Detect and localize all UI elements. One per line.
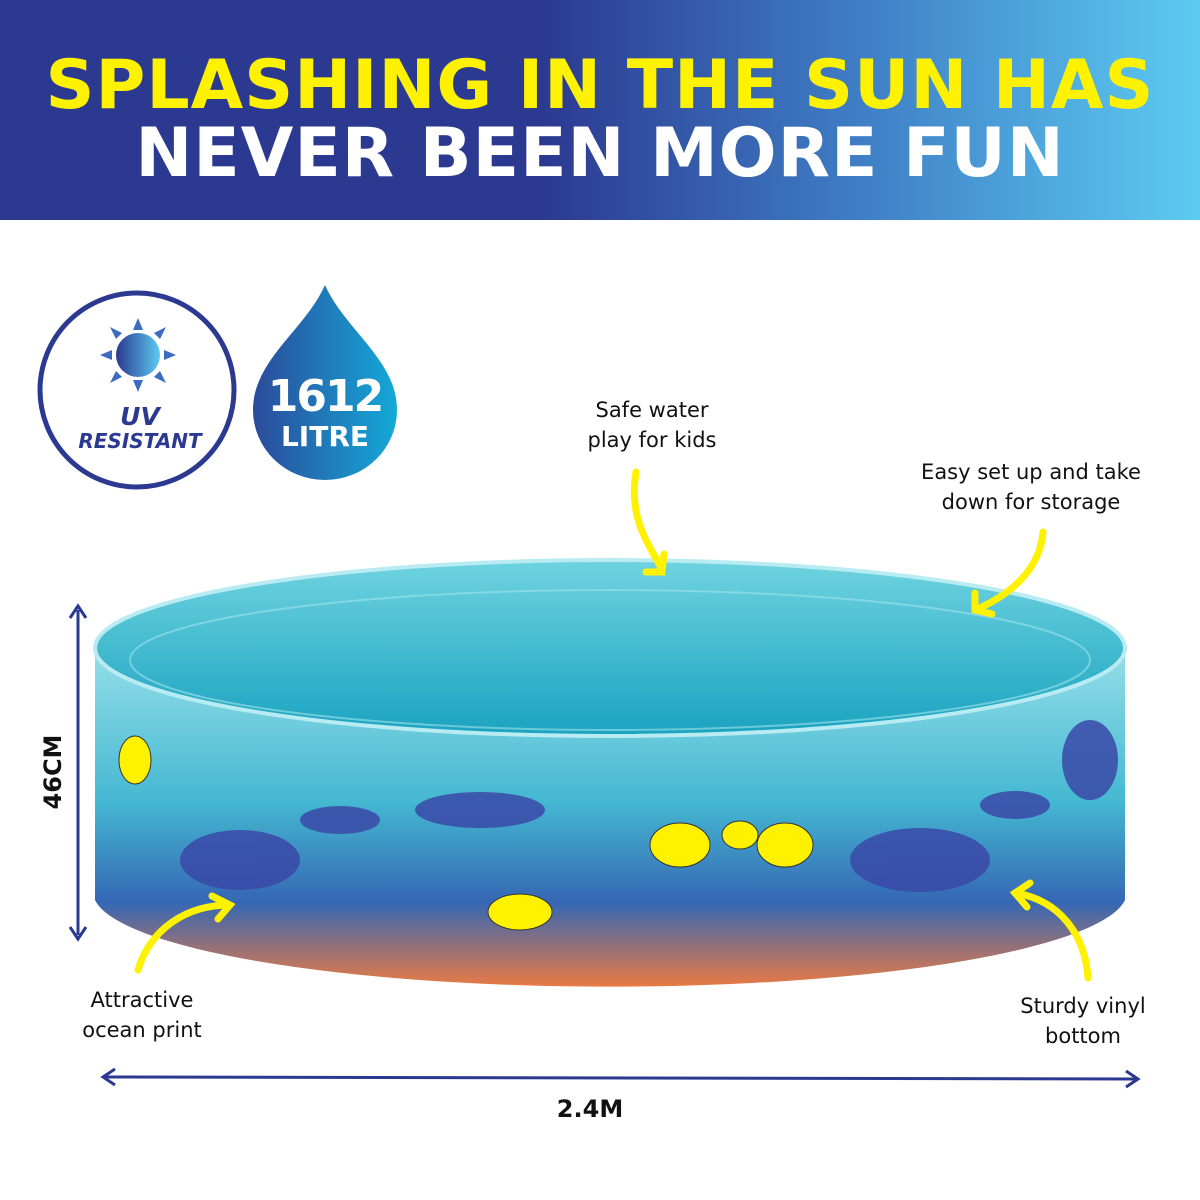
headline-line2: NEVER BEEN MORE FUN [135, 114, 1065, 193]
feature-ocean-print: Attractive ocean print [82, 988, 202, 1042]
water-drop-icon [253, 285, 397, 480]
width-dimension: 2.4M [556, 1095, 624, 1123]
height-dimension: 46CM [39, 734, 67, 810]
capacity-unit: LITRE [280, 420, 370, 453]
uv-label: UV [120, 402, 160, 431]
pool-image [93, 558, 1127, 987]
capacity-value: 1612 [267, 371, 384, 422]
feature-safe-water: Safe water play for kids [587, 398, 717, 452]
dimension-lines [68, 603, 1141, 1089]
uv-resistant-badge [37, 290, 237, 490]
callout-arrows [134, 468, 1092, 982]
headline-line1: SPLASHING IN THE SUN HAS [45, 46, 1155, 125]
header-banner: SPLASHING IN THE SUN HAS NEVER BEEN MORE… [0, 0, 1200, 220]
uv-badge-text: UV RESISTANT [70, 402, 210, 453]
feature-easy-setup: Easy set up and take down for storage [921, 460, 1141, 514]
feature-vinyl-bottom: Sturdy vinyl bottom [1020, 994, 1146, 1048]
resistant-label: RESISTANT [78, 429, 202, 453]
sun-icon [100, 318, 176, 392]
capacity-badge-text: 1612 LITRE [253, 372, 397, 452]
